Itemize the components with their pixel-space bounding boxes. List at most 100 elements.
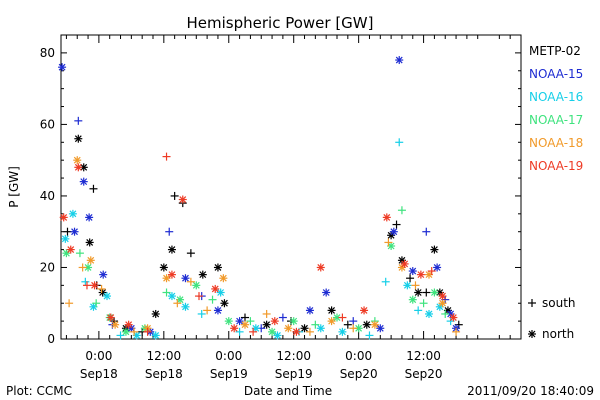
data-point-north [430,288,439,297]
data-point-north [387,242,396,251]
data-point-north [438,292,447,301]
data-points [58,56,463,340]
x-tick-time-label: 0:00 [85,349,112,363]
data-point-south [197,309,206,318]
data-point-south [419,299,428,308]
data-point-south [349,324,358,333]
x-tick-time-label: 12:00 [147,349,182,363]
data-point-north [192,281,201,290]
data-point-north [360,306,369,315]
data-point-north [403,281,412,290]
data-point-south [173,299,182,308]
data-point-south [75,249,84,258]
data-point-north [85,213,94,222]
data-point-north [58,63,67,72]
data-point-south [381,277,390,286]
data-point-north [178,195,187,204]
data-point-north [86,256,95,265]
footer-left: Plot: CCMC [6,384,72,398]
data-point-south [203,306,212,315]
data-point-north [425,309,433,318]
x-tick-time-label: 0:00 [345,349,372,363]
data-point-south [427,267,436,276]
data-point-north [327,306,336,315]
data-point-north [327,317,336,326]
data-point-north [99,270,108,279]
data-point-south [349,317,358,326]
data-point-north [316,324,325,333]
data-point-south [92,299,101,308]
legend-series-label: NOAA-16 [529,90,583,104]
data-point-south [414,306,423,315]
data-point-south [81,277,90,286]
data-point-south [411,281,420,290]
data-point-north [181,274,190,283]
y-tick-label: 40 [40,189,55,203]
data-point-north [181,302,190,311]
data-point-north [230,324,239,333]
data-point-north [220,299,229,308]
data-point-north [213,263,222,272]
data-point-north [151,331,160,340]
x-tick-date-label: Sep18 [80,367,118,381]
data-point-north [61,234,70,243]
data-point-north [273,331,282,340]
data-point-south [195,292,203,301]
data-point-south [186,277,195,286]
data-point-south [406,274,415,283]
data-point-south [162,152,171,161]
data-point-north [408,267,417,276]
data-point-north [289,317,298,326]
data-point-north [216,288,225,297]
data-point-south [365,331,374,340]
y-axis-label: P [GW] [7,166,21,208]
data-point-north [316,263,325,272]
data-point-north [167,270,176,279]
y-tick-label: 20 [40,260,55,274]
x-tick-date-label: Sep19 [210,367,248,381]
data-point-north [251,324,260,333]
data-point-north [62,249,71,258]
legend: METP-02 NOAA-15 NOAA-16 NOAA-17 NOAA-18 NOAA-… [528,44,583,341]
data-point-north [59,213,68,222]
data-point-north [111,320,120,329]
data-point-north [370,320,379,329]
data-point-north [103,292,111,301]
legend-marker-label: south [542,296,576,310]
data-point-south [186,249,195,258]
data-point-north [176,295,185,304]
data-point-south [422,227,431,236]
data-point-north [74,134,83,143]
data-point-north [79,177,88,186]
legend-series-label: METP-02 [529,44,581,58]
data-point-north [449,313,458,322]
data-point-north [300,324,309,333]
data-point-north [219,274,228,283]
legend-series-label: NOAA-18 [529,136,583,150]
footer-right: 2011/09/20 18:40:09 [467,384,594,398]
data-point-north [90,281,99,290]
data-point-north [106,313,115,322]
data-point-south [97,284,106,293]
y-axis-ticks: 0 20 40 60 80 [40,46,521,346]
data-point-north [85,238,94,247]
x-tick-date-label: Sep20 [340,367,378,381]
chart-title: Hemispheric Power [GW] [187,14,374,32]
data-point-north [382,213,391,222]
data-point-south [165,227,174,236]
data-point-north [430,245,439,254]
data-point-north [262,320,271,329]
data-point-north [270,317,279,326]
data-point-north [198,270,207,279]
data-point-south [441,309,450,318]
data-point-south [162,288,171,297]
data-point-south [338,313,347,322]
data-point-north [438,299,447,308]
data-point-north [167,292,176,301]
data-point-south [249,327,258,336]
data-point-north [387,231,396,240]
data-point-north [416,270,425,279]
data-point-south [65,299,74,308]
data-point-south [74,116,83,125]
